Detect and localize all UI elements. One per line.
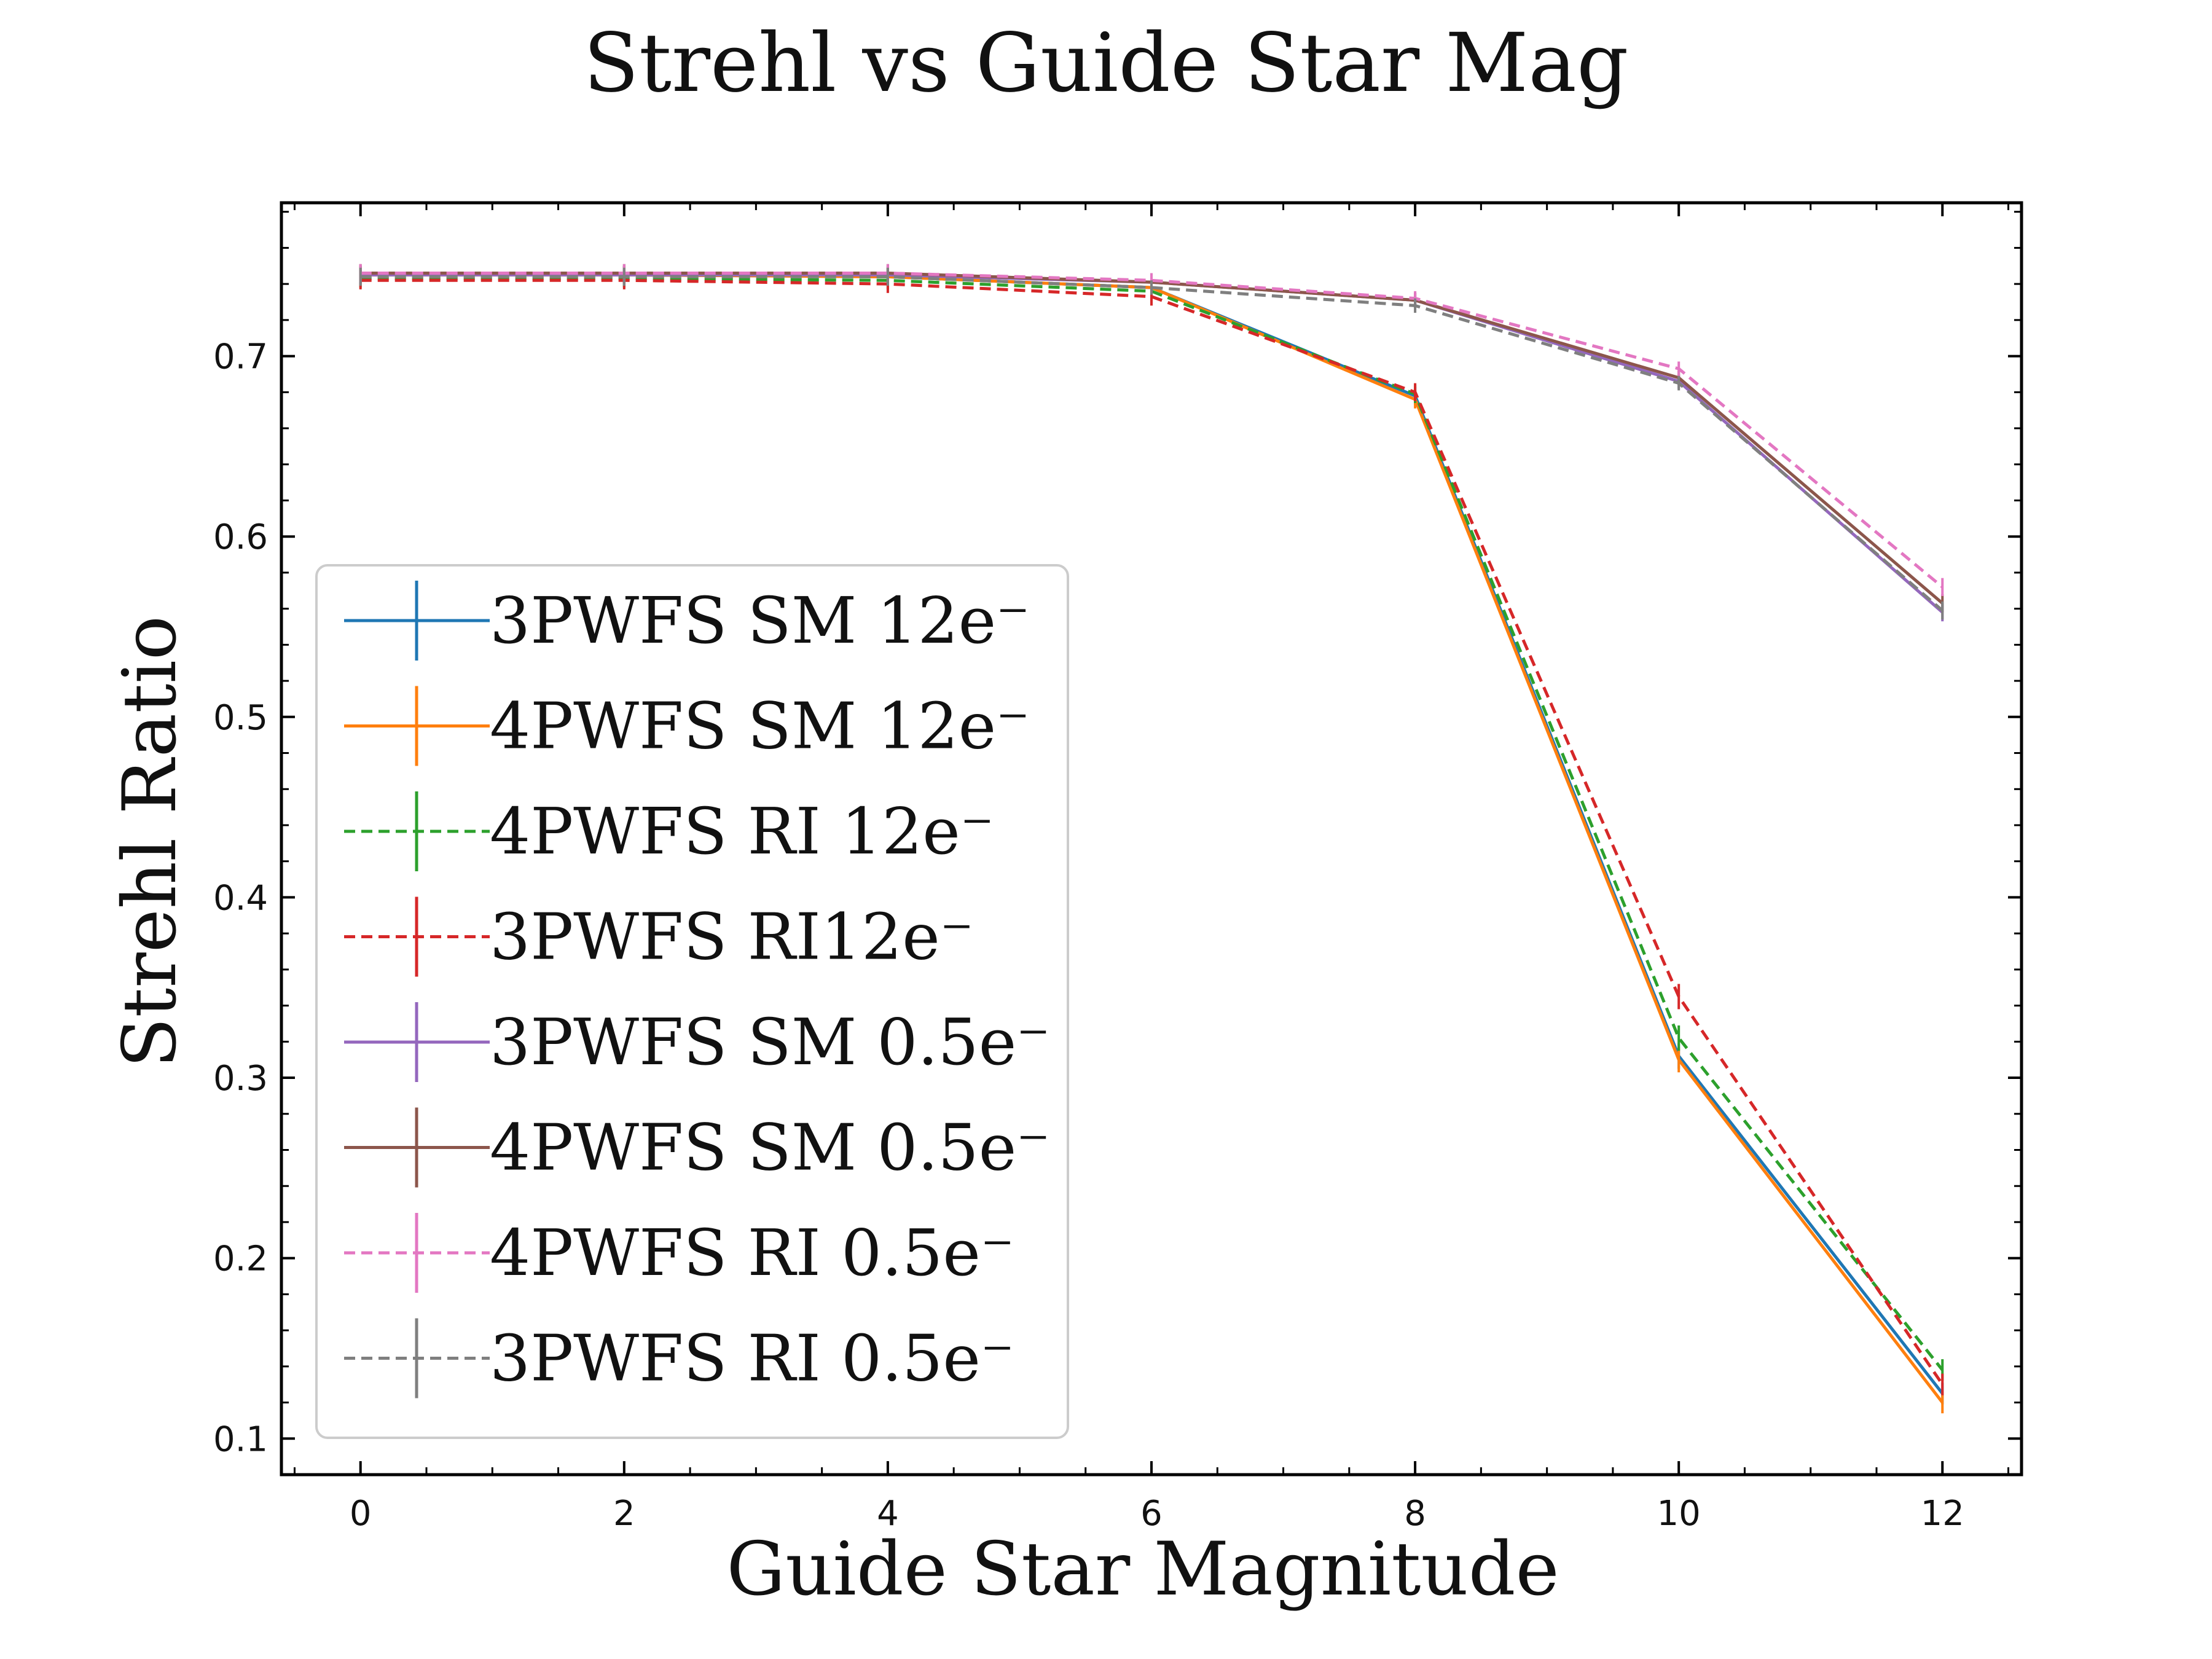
series-line <box>360 273 1943 614</box>
legend-label: 4PWFS RI 12e⁻ <box>490 794 994 869</box>
axis-ticks: 0 2 4 6 8 10 12 0.1 0.2 0.3 0.4 0.5 0.6 0.7 <box>213 203 2022 1534</box>
legend-label: 4PWFS SM 12e⁻ <box>490 689 1030 764</box>
x-tick-label: 0 <box>350 1494 372 1534</box>
legend-box <box>315 564 1069 1439</box>
y-tick-label: 0.3 <box>213 1059 268 1099</box>
y-tick-label: 0.6 <box>213 517 268 557</box>
x-tick-label: 6 <box>1140 1494 1163 1534</box>
series-group <box>359 264 1944 613</box>
chart-title: Strehl vs Guide Star Mag <box>584 16 1629 111</box>
legend: 3PWFS SM 12e⁻ 4PWFS SM 12e⁻ 4PWFS RI 12e⁻ 3… <box>315 564 1069 1439</box>
legend-label: 4PWFS RI 0.5e⁻ <box>490 1215 1014 1290</box>
y-tick-label: 0.5 <box>213 698 268 738</box>
series-group <box>359 267 1944 620</box>
series-line <box>360 275 1943 612</box>
legend-label: 3PWFS RI12e⁻ <box>490 900 974 975</box>
x-tick-label: 12 <box>1921 1494 1964 1534</box>
legend-label: 3PWFS RI 0.5e⁻ <box>490 1321 1014 1396</box>
y-tick-label: 0.2 <box>213 1239 268 1279</box>
series-group <box>359 264 1944 597</box>
y-tick-label: 0.7 <box>213 337 268 377</box>
plot-frame <box>280 201 2023 1477</box>
x-axis-label: Guide Star Magnitude <box>726 1527 1559 1612</box>
x-tick-label: 4 <box>877 1494 899 1534</box>
series-line <box>360 272 1943 589</box>
legend-label: 3PWFS SM 0.5e⁻ <box>490 1005 1050 1080</box>
y-tick-label: 0.1 <box>213 1419 268 1459</box>
x-tick-label: 2 <box>613 1494 635 1534</box>
legend-label: 3PWFS SM 12e⁻ <box>490 583 1030 658</box>
plot-series <box>359 264 1944 1414</box>
legend-label: 4PWFS SM 0.5e⁻ <box>490 1110 1050 1185</box>
y-tick-label: 0.4 <box>213 878 268 918</box>
series-line <box>360 272 1943 605</box>
x-tick-label: 8 <box>1404 1494 1426 1534</box>
x-tick-label: 10 <box>1657 1494 1701 1534</box>
y-axis-label: Strehl Ratio <box>108 616 193 1068</box>
